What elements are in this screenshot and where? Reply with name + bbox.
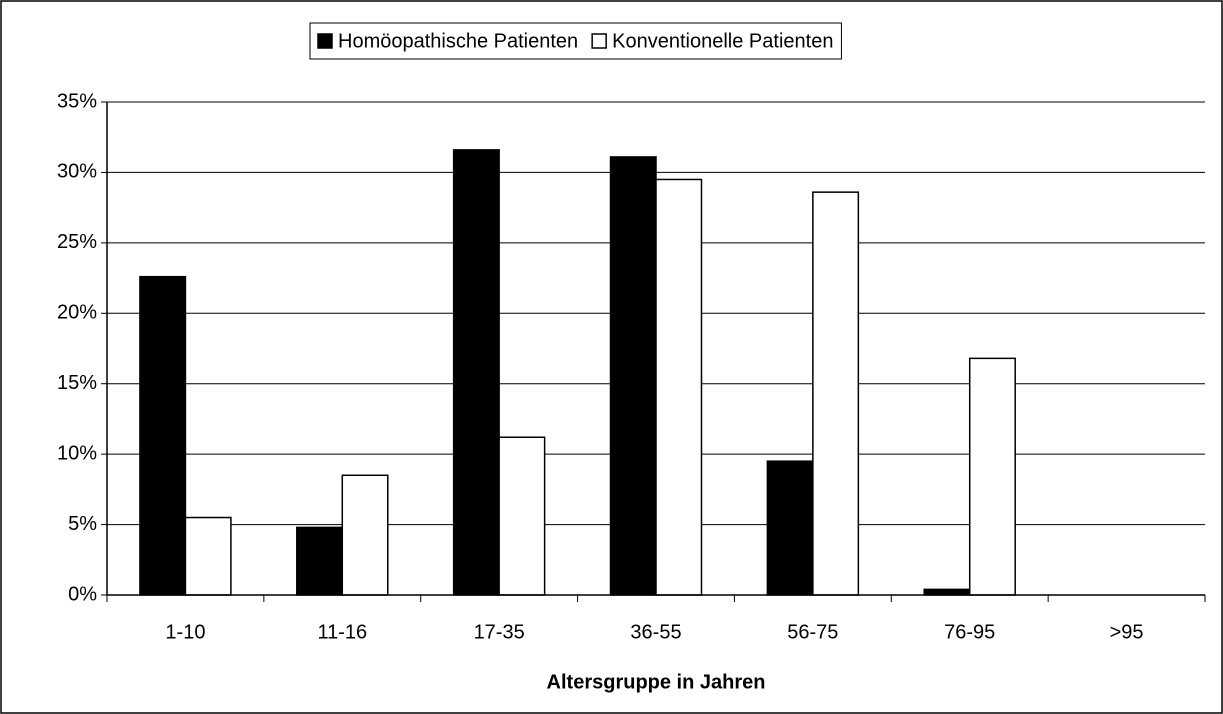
x-axis-title: Altersgruppe in Jahren [547,671,766,693]
y-tick-label: 0% [68,583,97,605]
legend-label: Konventionelle Patienten [612,30,833,52]
x-tick-label: >95 [1110,621,1144,643]
bar [452,149,500,596]
bar [498,436,546,596]
legend-swatch [591,33,607,49]
x-tick-label: 56-75 [787,621,838,643]
bar [812,191,860,596]
bar [139,275,187,596]
x-tick-label: 1-10 [165,621,205,643]
x-tick-label: 76-95 [944,621,995,643]
y-tick-label: 5% [68,513,97,535]
legend-label: Homöopathische Patienten [338,30,578,52]
y-tick-label: 20% [57,302,97,324]
bar [184,516,232,596]
y-tick-label: 25% [57,231,97,253]
legend-box [309,22,842,60]
y-tick-label: 10% [57,442,97,464]
y-tick-label: 35% [57,90,97,112]
bar [609,156,657,596]
x-tick-label: 17-35 [474,621,525,643]
x-tick-label: 36-55 [630,621,681,643]
bar [766,460,814,596]
x-tick-label: 11-16 [317,621,367,643]
bar [968,357,1016,596]
bar [341,474,389,596]
y-tick-label: 15% [57,372,97,394]
bar [296,526,344,596]
bar [655,178,703,596]
legend-swatch [317,33,333,49]
y-tick-label: 30% [57,161,97,183]
bar [923,588,971,596]
